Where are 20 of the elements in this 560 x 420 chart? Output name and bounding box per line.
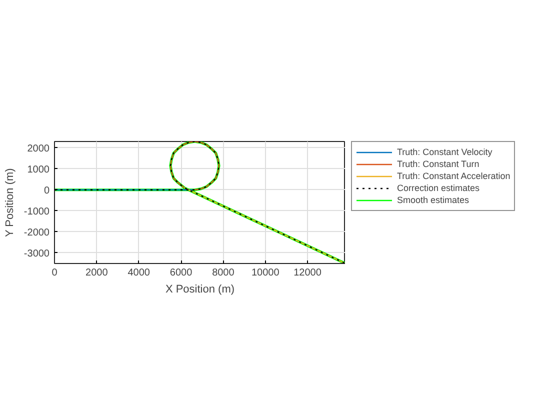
x-tick-label: 2000 xyxy=(86,268,108,278)
y-axis-title: Y Position (m) xyxy=(4,168,16,238)
x-tick-label: 0 xyxy=(52,268,58,278)
y-tick-label: 1000 xyxy=(27,164,50,176)
x-tick-label: 10000 xyxy=(251,268,280,278)
x-tick-label: 12000 xyxy=(294,268,322,278)
legend-label: Truth: Constant Turn xyxy=(397,158,480,170)
y-tick-label: 2000 xyxy=(27,143,50,154)
x-tick-label: 4000 xyxy=(128,268,150,278)
x-tick-label: 8000 xyxy=(212,268,235,278)
legend-label: Correction estimates xyxy=(397,182,480,194)
y-tick-label: -3000 xyxy=(24,248,50,260)
y-tick-label: -1000 xyxy=(24,206,50,218)
x-tick-label: 6000 xyxy=(170,268,193,278)
legend-label: Truth: Constant Acceleration xyxy=(397,170,510,182)
y-tick-label: 0 xyxy=(44,185,50,196)
legend-label: Truth: Constant Velocity xyxy=(397,146,492,158)
y-tick-label: -2000 xyxy=(24,227,50,238)
legend-label: Smooth estimates xyxy=(397,194,470,206)
x-axis-title: X Position (m) xyxy=(165,284,235,296)
